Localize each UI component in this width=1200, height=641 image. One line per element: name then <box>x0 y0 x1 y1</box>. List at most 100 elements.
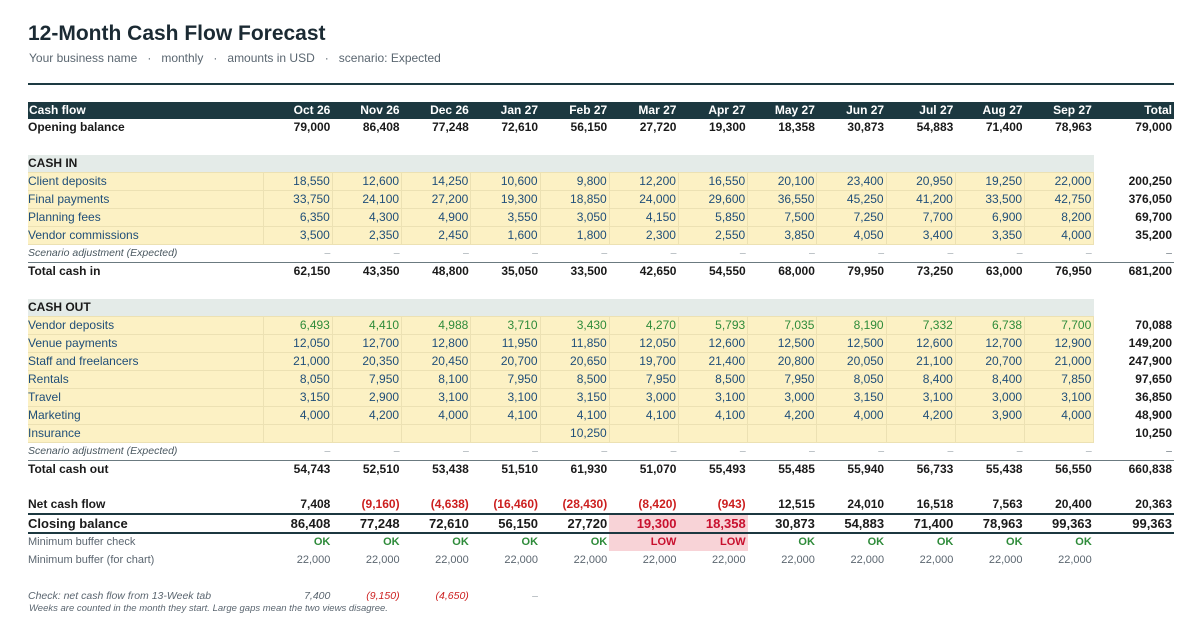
cash-in-row-value[interactable]: 4,150 <box>608 208 679 228</box>
cash-in-row-value[interactable]: 19,250 <box>954 172 1026 192</box>
cash-out-row-value[interactable]: 3,430 <box>539 316 610 336</box>
cash-out-row-value[interactable]: 4,200 <box>747 406 818 426</box>
cash-out-row-value[interactable]: 4,100 <box>470 406 541 426</box>
cash-out-row-value[interactable]: 20,800 <box>747 352 818 372</box>
cash-in-row-value[interactable]: 24,100 <box>331 190 403 210</box>
cash-in-row-value[interactable]: 36,550 <box>747 190 818 210</box>
cash-out-row-value[interactable]: 8,050 <box>262 370 333 390</box>
cash-out-row-value[interactable]: 3,100 <box>677 388 749 408</box>
cash-in-row-value[interactable]: 2,550 <box>677 226 749 246</box>
cash-out-row-value[interactable]: 3,150 <box>262 388 333 408</box>
cash-in-row-value[interactable]: 7,250 <box>816 208 887 228</box>
cash-out-row-value[interactable]: 11,850 <box>539 334 610 354</box>
cash-out-row-value[interactable]: 20,700 <box>954 352 1026 372</box>
cash-out-row-value[interactable]: 8,400 <box>885 370 956 390</box>
cash-out-row-value[interactable]: 4,100 <box>677 406 749 426</box>
cash-out-row-value[interactable]: 20,700 <box>470 352 541 372</box>
cash-out-row-value[interactable]: 12,700 <box>954 334 1026 354</box>
cash-out-row-value[interactable]: 12,900 <box>1024 334 1095 354</box>
cash-out-row-value[interactable]: 4,100 <box>608 406 679 426</box>
cash-out-row-value[interactable]: 20,350 <box>331 352 403 372</box>
cash-out-row-value[interactable]: 3,000 <box>608 388 679 408</box>
cash-out-row-value[interactable]: 8,500 <box>539 370 610 390</box>
cash-out-row-value[interactable]: 21,400 <box>677 352 749 372</box>
cash-in-row-value[interactable]: 9,800 <box>539 172 610 192</box>
cash-in-row-value[interactable]: 24,000 <box>608 190 679 210</box>
cash-out-row-value[interactable] <box>401 424 472 444</box>
cash-out-row-value[interactable]: 4,200 <box>885 406 956 426</box>
cash-out-row-value[interactable]: 8,400 <box>954 370 1026 390</box>
cash-out-row-value[interactable]: 3,000 <box>747 388 818 408</box>
cash-out-row-value[interactable]: 4,100 <box>539 406 610 426</box>
cash-out-row-value[interactable]: 8,050 <box>816 370 887 390</box>
cash-in-row-value[interactable]: 3,850 <box>747 226 818 246</box>
cash-in-row-value[interactable]: 3,500 <box>262 226 333 246</box>
cash-out-row-value[interactable]: 3,100 <box>885 388 956 408</box>
cash-out-row-value[interactable]: 20,450 <box>401 352 472 372</box>
cash-out-row-value[interactable] <box>331 424 403 444</box>
cash-out-row-value[interactable]: 7,850 <box>1024 370 1095 390</box>
cash-out-row-value[interactable]: 3,150 <box>539 388 610 408</box>
cash-out-row-value[interactable]: 4,000 <box>816 406 887 426</box>
cash-in-row-value[interactable]: 3,350 <box>954 226 1026 246</box>
cash-out-row-value[interactable]: 4,988 <box>401 316 472 336</box>
cash-in-row-value[interactable]: 27,200 <box>401 190 472 210</box>
cash-out-row-value[interactable] <box>262 424 333 444</box>
cash-out-row-value[interactable]: 21,100 <box>885 352 956 372</box>
cash-out-row-value[interactable] <box>885 424 956 444</box>
cash-out-row-value[interactable]: 20,050 <box>816 352 887 372</box>
cash-in-row-value[interactable]: 29,600 <box>677 190 749 210</box>
cash-out-row-value[interactable]: 6,493 <box>262 316 333 336</box>
cash-in-row-value[interactable]: 4,000 <box>1024 226 1095 246</box>
cash-out-row-value[interactable]: 4,270 <box>608 316 679 336</box>
cash-in-row-value[interactable]: 2,300 <box>608 226 679 246</box>
cash-in-row-value[interactable]: 7,500 <box>747 208 818 228</box>
cash-out-row-value[interactable]: 3,710 <box>470 316 541 336</box>
cash-in-row-value[interactable]: 23,400 <box>816 172 887 192</box>
cash-out-row-value[interactable]: 7,035 <box>747 316 818 336</box>
cash-in-row-value[interactable]: 42,750 <box>1024 190 1095 210</box>
cash-in-row-value[interactable]: 33,500 <box>954 190 1026 210</box>
cash-in-row-value[interactable]: 3,050 <box>539 208 610 228</box>
cash-out-row-value[interactable] <box>747 424 818 444</box>
cash-out-row-value[interactable]: 6,738 <box>954 316 1026 336</box>
cash-out-row-value[interactable]: 7,950 <box>470 370 541 390</box>
cash-in-row-value[interactable]: 20,100 <box>747 172 818 192</box>
cash-out-row-value[interactable]: 4,000 <box>401 406 472 426</box>
cash-in-row-value[interactable]: 14,250 <box>401 172 472 192</box>
cash-out-row-value[interactable]: 7,950 <box>331 370 403 390</box>
cash-out-row-value[interactable]: 4,200 <box>331 406 403 426</box>
cash-out-row-value[interactable]: 3,000 <box>954 388 1026 408</box>
cash-in-row-value[interactable]: 19,300 <box>470 190 541 210</box>
cash-in-row-value[interactable]: 8,200 <box>1024 208 1095 228</box>
cash-in-row-value[interactable]: 16,550 <box>677 172 749 192</box>
cash-out-row-value[interactable]: 12,500 <box>747 334 818 354</box>
cash-out-row-value[interactable]: 4,000 <box>1024 406 1095 426</box>
cash-out-row-value[interactable]: 3,900 <box>954 406 1026 426</box>
cash-in-row-value[interactable]: 3,550 <box>470 208 541 228</box>
cash-in-row-value[interactable]: 4,050 <box>816 226 887 246</box>
cash-in-row-value[interactable]: 3,400 <box>885 226 956 246</box>
cash-in-row-value[interactable]: 41,200 <box>885 190 956 210</box>
cash-out-row-value[interactable]: 12,500 <box>816 334 887 354</box>
cash-out-row-value[interactable] <box>954 424 1026 444</box>
cash-out-row-value[interactable]: 12,600 <box>885 334 956 354</box>
cash-out-row-value[interactable]: 4,410 <box>331 316 403 336</box>
cash-out-row-value[interactable]: 12,050 <box>608 334 679 354</box>
cash-out-row-value[interactable] <box>470 424 541 444</box>
cash-in-row-value[interactable]: 1,800 <box>539 226 610 246</box>
cash-out-row-value[interactable]: 12,700 <box>331 334 403 354</box>
cash-out-row-value[interactable]: 7,332 <box>885 316 956 336</box>
cash-in-row-value[interactable]: 1,600 <box>470 226 541 246</box>
cash-out-row-value[interactable] <box>816 424 887 444</box>
cash-out-row-value[interactable]: 3,100 <box>470 388 541 408</box>
cash-out-row-value[interactable]: 3,100 <box>1024 388 1095 408</box>
cash-in-row-value[interactable]: 6,900 <box>954 208 1026 228</box>
cash-in-row-value[interactable]: 7,700 <box>885 208 956 228</box>
cash-out-row-value[interactable]: 12,600 <box>677 334 749 354</box>
cash-in-row-value[interactable]: 33,750 <box>262 190 333 210</box>
cash-out-row-value[interactable]: 7,950 <box>747 370 818 390</box>
cash-out-row-value[interactable]: 8,100 <box>401 370 472 390</box>
cash-out-row-value[interactable]: 8,190 <box>816 316 887 336</box>
cash-in-row-value[interactable]: 12,600 <box>331 172 403 192</box>
